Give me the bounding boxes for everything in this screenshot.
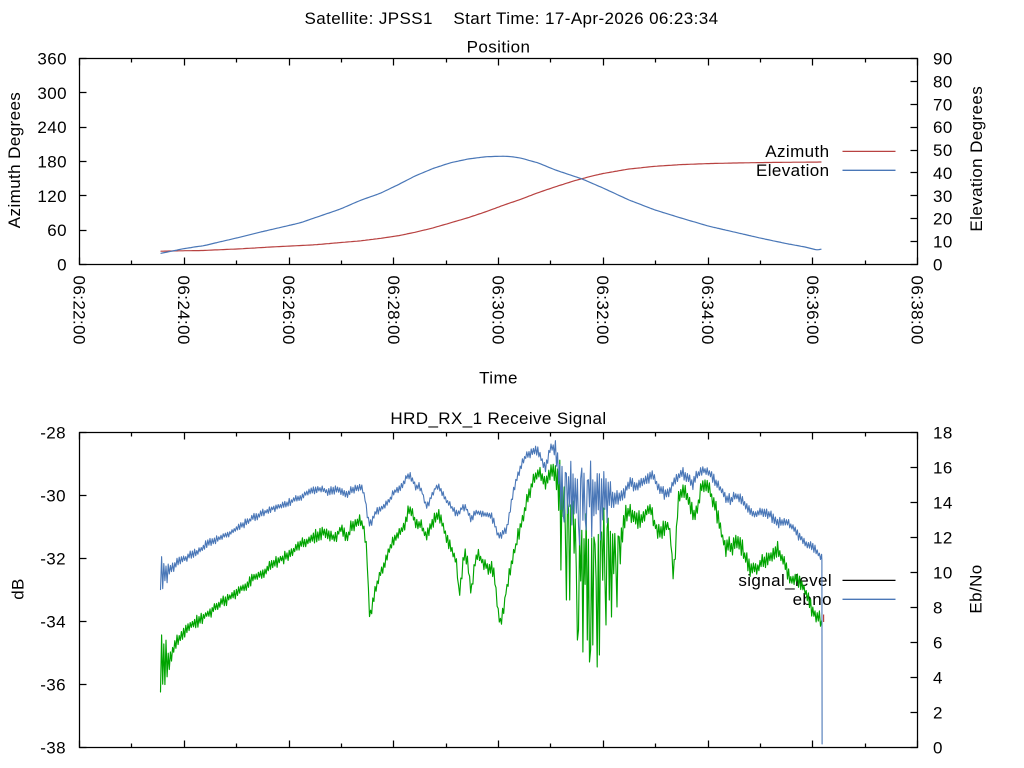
svg-text:-36: -36 (40, 676, 66, 695)
svg-text:60: 60 (933, 118, 953, 137)
svg-text:ebno: ebno (793, 590, 832, 609)
svg-text:-28: -28 (40, 424, 66, 443)
svg-text:80: 80 (933, 72, 953, 91)
svg-text:20: 20 (933, 210, 953, 229)
svg-text:Elevation: Elevation (756, 161, 830, 180)
svg-text:-34: -34 (40, 613, 66, 632)
svg-text:06:32:00: 06:32:00 (593, 276, 612, 345)
svg-text:180: 180 (37, 153, 67, 172)
svg-text:2: 2 (933, 704, 943, 723)
svg-text:6: 6 (933, 634, 943, 653)
svg-text:0: 0 (933, 256, 943, 275)
svg-text:06:26:00: 06:26:00 (279, 276, 298, 345)
svg-text:8: 8 (933, 599, 943, 618)
svg-text:40: 40 (933, 164, 953, 183)
svg-text:240: 240 (37, 118, 67, 137)
svg-text:4: 4 (933, 669, 943, 688)
svg-text:06:30:00: 06:30:00 (489, 276, 508, 345)
svg-text:06:24:00: 06:24:00 (174, 276, 193, 345)
svg-text:-32: -32 (40, 550, 66, 569)
svg-text:-38: -38 (40, 739, 66, 758)
svg-text:Time: Time (479, 369, 518, 388)
svg-text:90: 90 (933, 50, 953, 69)
svg-text:06:36:00: 06:36:00 (803, 276, 822, 345)
svg-text:HRD_RX_1 Receive Signal: HRD_RX_1 Receive Signal (390, 409, 606, 428)
svg-text:0: 0 (933, 739, 943, 758)
svg-text:60: 60 (47, 221, 67, 240)
svg-text:120: 120 (37, 187, 67, 206)
svg-text:Elevation Degrees: Elevation Degrees (967, 86, 986, 232)
svg-text:signal_level: signal_level (738, 571, 832, 590)
svg-text:360: 360 (37, 50, 67, 69)
svg-text:10: 10 (933, 233, 953, 252)
svg-text:12: 12 (933, 529, 953, 548)
svg-text:06:22:00: 06:22:00 (70, 276, 89, 345)
svg-text:dB: dB (8, 578, 27, 600)
svg-text:06:34:00: 06:34:00 (698, 276, 717, 345)
svg-text:06:38:00: 06:38:00 (908, 276, 927, 345)
svg-text:70: 70 (933, 95, 953, 114)
svg-text:-30: -30 (40, 487, 66, 506)
svg-text:Satellite: JPSS1 Start Time: Satellite: JPSS1 Start Time: 17-Apr-2026… (305, 9, 719, 28)
svg-text:30: 30 (933, 187, 953, 206)
svg-text:300: 300 (37, 84, 67, 103)
svg-text:10: 10 (933, 564, 953, 583)
svg-text:16: 16 (933, 459, 953, 478)
svg-text:Eb/No: Eb/No (966, 564, 985, 613)
svg-text:0: 0 (57, 256, 67, 275)
svg-text:Position: Position (467, 38, 531, 57)
svg-text:Azimuth Degrees: Azimuth Degrees (5, 92, 24, 228)
svg-text:18: 18 (933, 424, 953, 443)
svg-text:06:28:00: 06:28:00 (384, 276, 403, 345)
svg-text:14: 14 (933, 494, 953, 513)
svg-text:Azimuth: Azimuth (765, 142, 829, 161)
svg-text:50: 50 (933, 141, 953, 160)
